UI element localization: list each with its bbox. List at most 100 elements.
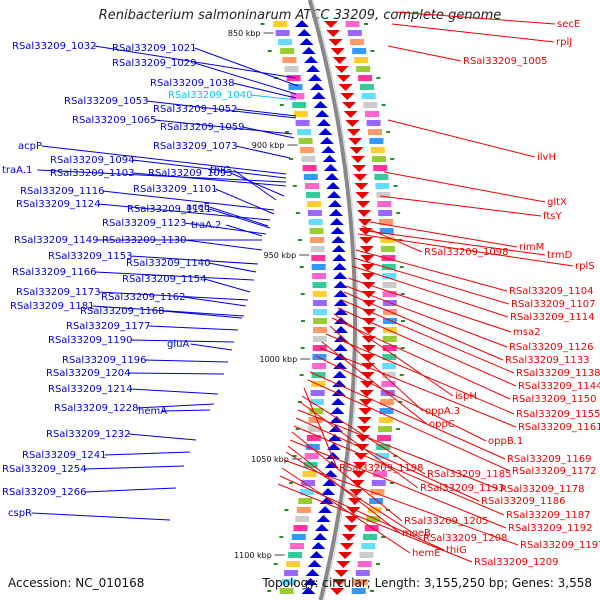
- left-gene-label[interactable]: RSal33209_1154: [122, 274, 206, 285]
- right-gene-label[interactable]: RSal33209_1208: [423, 533, 507, 544]
- left-gene-label[interactable]: RSal33209_1204: [46, 368, 130, 379]
- cog-block: [309, 408, 324, 414]
- left-gene-label[interactable]: hemA: [138, 406, 167, 417]
- right-gene-label[interactable]: RSal33209_1186: [481, 496, 565, 507]
- right-gene-label[interactable]: ilvH: [537, 152, 556, 163]
- right-gene-label[interactable]: RSal33209_1209: [474, 557, 558, 568]
- left-gene-label[interactable]: RSal33209_1241: [22, 450, 106, 461]
- left-gene-label[interactable]: RSal33209_1053: [64, 96, 148, 107]
- left-gene-label[interactable]: RSal33209_1065: [72, 115, 156, 126]
- left-gene-label[interactable]: RSal33209_1094: [50, 155, 134, 166]
- left-label-leader: [184, 239, 263, 251]
- left-gene-label[interactable]: RSal33209_1021: [112, 43, 196, 54]
- right-gene-label[interactable]: RSal33209_1107: [511, 299, 595, 310]
- right-gene-label[interactable]: RSal33209_1193: [420, 483, 504, 494]
- left-gene-label[interactable]: traA.1: [2, 165, 32, 176]
- left-gene-label[interactable]: gluA: [167, 339, 189, 350]
- left-gene-label[interactable]: aceE: [186, 202, 210, 213]
- right-gene-label[interactable]: msa2: [513, 327, 540, 338]
- cog-block: [380, 246, 395, 252]
- right-gene-label[interactable]: gltX: [547, 197, 567, 208]
- right-gene-label[interactable]: hemE: [412, 548, 441, 559]
- forward-gene-glyph: [323, 470, 338, 477]
- right-gene-label[interactable]: RSal33209_1187: [506, 510, 590, 521]
- left-gene-label[interactable]: RSal33209_1093: [148, 168, 232, 179]
- left-gene-label[interactable]: acpP: [18, 141, 42, 152]
- left-gene-label[interactable]: RSal33209_1052: [153, 104, 237, 115]
- right-gene-label[interactable]: ispH: [455, 391, 477, 402]
- left-gene-label[interactable]: RSal33209_1153: [48, 251, 132, 262]
- left-gene-label[interactable]: RSal33209_1130: [102, 235, 186, 246]
- right-gene-label[interactable]: trmD: [547, 250, 573, 261]
- left-gene-label[interactable]: RSal33209_1111: [127, 204, 211, 215]
- right-gene-label[interactable]: RSal33209_1005: [463, 56, 547, 67]
- left-gene-label[interactable]: RSal33209_1214: [48, 384, 132, 395]
- left-gene-label[interactable]: RSal33209_1103: [50, 168, 134, 179]
- left-gene-label[interactable]: RSal33209_1177: [66, 321, 150, 332]
- left-gene-label[interactable]: RSal33209_1073: [153, 141, 237, 152]
- left-gene-label[interactable]: RSal33209_1038: [150, 78, 234, 89]
- right-gene-label[interactable]: RSal33209_1150: [512, 394, 596, 405]
- left-gene-label[interactable]: RSal33209_1232: [46, 429, 130, 440]
- left-gene-label[interactable]: RSal33209_1059: [160, 122, 244, 133]
- left-gene-label[interactable]: traA.2: [191, 220, 221, 231]
- reverse-gene-glyph: [328, 39, 343, 46]
- left-gene-label[interactable]: RSal33209_1162: [101, 292, 185, 303]
- left-gene-label[interactable]: cspR: [8, 508, 32, 519]
- left-gene-label[interactable]: thiC: [210, 165, 230, 176]
- right-gene-label[interactable]: thiG: [446, 545, 467, 556]
- right-gene-label[interactable]: RSal33209_1155: [516, 409, 600, 420]
- left-gene-label[interactable]: RSal33209_1040: [168, 90, 252, 101]
- cog-block: [345, 21, 360, 27]
- left-gene-label[interactable]: RSal33209_1124: [16, 199, 100, 210]
- right-gene-label[interactable]: oppB.1: [488, 436, 523, 447]
- right-gene-label[interactable]: oppA.3: [425, 406, 460, 417]
- left-gene-label[interactable]: RSal33209_1173: [16, 287, 100, 298]
- left-gene-label[interactable]: RSal33209_1116: [20, 186, 104, 197]
- right-gene-label[interactable]: RSal33209_1126: [509, 342, 593, 353]
- left-gene-label[interactable]: RSal33209_1032: [12, 41, 96, 52]
- right-gene-label[interactable]: RSal33209_1205: [404, 516, 488, 527]
- right-gene-label[interactable]: ftsY: [543, 211, 562, 222]
- right-gene-label[interactable]: RSal33209_1133: [505, 355, 589, 366]
- right-gene-label[interactable]: RSal33209_1104: [509, 286, 593, 297]
- right-gene-label[interactable]: RSal33209_1192: [508, 523, 592, 534]
- right-gene-label[interactable]: RSal33209_1144: [518, 381, 600, 392]
- right-gene-label[interactable]: RSal33209_1161: [518, 422, 600, 433]
- left-gene-label[interactable]: RSal33209_1101: [133, 184, 217, 195]
- left-gene-label[interactable]: RSal33209_1254: [2, 464, 86, 475]
- right-gene-label[interactable]: RSal33209_1198: [339, 463, 423, 474]
- left-gene-label[interactable]: RSal33209_1196: [62, 355, 146, 366]
- right-label-leader: [331, 317, 511, 400]
- left-gene-label[interactable]: RSal33209_1166: [12, 267, 96, 278]
- right-gene-label[interactable]: RSal33209_1114: [510, 312, 594, 323]
- left-gene-label[interactable]: RSal33209_1140: [126, 258, 210, 269]
- right-gene-label[interactable]: rplJ: [556, 37, 572, 48]
- right-gene-label[interactable]: rimM: [519, 242, 544, 253]
- right-gene-label[interactable]: RSal33209_1178: [500, 484, 584, 495]
- cog-block: [371, 480, 386, 486]
- left-gene-label[interactable]: RSal33209_1029: [112, 58, 196, 69]
- right-label-leader: [383, 171, 546, 203]
- cog-block: [288, 552, 303, 558]
- left-gene-label[interactable]: RSal33209_1123: [102, 218, 186, 229]
- right-gene-label[interactable]: RSal33209_1138: [516, 368, 600, 379]
- left-gene-label[interactable]: RSal33209_1181: [10, 301, 94, 312]
- right-gene-label[interactable]: RSal33209_1197: [520, 540, 600, 551]
- right-label-leader: [341, 299, 515, 374]
- left-gene-label[interactable]: RSal33209_1168: [80, 306, 164, 317]
- right-gene-label[interactable]: rplS: [575, 261, 595, 272]
- right-gene-label[interactable]: RSal33209_1169: [507, 454, 591, 465]
- gc-marker: [284, 509, 289, 511]
- left-gene-label[interactable]: RSal33209_1228: [54, 403, 138, 414]
- left-gene-label[interactable]: RSal33209_1266: [2, 487, 86, 498]
- right-gene-label[interactable]: RSal33209_1185: [427, 469, 511, 480]
- right-gene-label[interactable]: moeB: [402, 528, 431, 539]
- left-gene-label[interactable]: RSal33209_1190: [48, 335, 132, 346]
- cog-block: [280, 48, 295, 54]
- right-gene-label[interactable]: secE: [557, 19, 580, 30]
- right-gene-label[interactable]: RSal33209_1098: [424, 247, 508, 258]
- right-gene-label[interactable]: oppC: [429, 419, 455, 430]
- right-gene-label[interactable]: RSal33209_1172: [512, 466, 596, 477]
- left-gene-label[interactable]: RSal33209_1149: [14, 235, 98, 246]
